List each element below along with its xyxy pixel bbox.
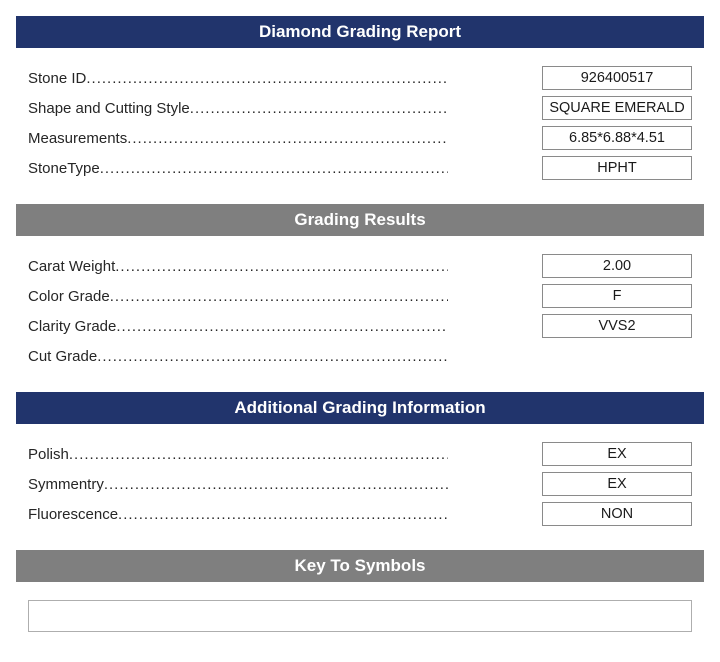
row-stone-type: StoneType HPHT xyxy=(28,156,692,180)
label-stone-id: Stone ID xyxy=(28,70,448,87)
label-polish: Polish xyxy=(28,446,448,463)
section-banner-grading: Grading Results xyxy=(16,204,704,236)
row-clarity-grade: Clarity Grade VVS2 xyxy=(28,314,692,338)
value-stone-id: 926400517 xyxy=(542,66,692,90)
label-stone-type: StoneType xyxy=(28,160,448,177)
label-carat-weight: Carat Weight xyxy=(28,258,448,275)
label-shape-cutting: Shape and Cutting Style xyxy=(28,100,448,117)
symbols-box xyxy=(28,600,692,632)
label-symmetry: Symmentry xyxy=(28,476,448,493)
row-fluorescence: Fluorescence NON xyxy=(28,502,692,526)
row-symmetry: Symmentry EX xyxy=(28,472,692,496)
value-measurements: 6.85*6.88*4.51 xyxy=(542,126,692,150)
row-stone-id: Stone ID 926400517 xyxy=(28,66,692,90)
row-color-grade: Color Grade F xyxy=(28,284,692,308)
row-cut-grade: Cut Grade xyxy=(28,344,692,368)
row-carat-weight: Carat Weight 2.00 xyxy=(28,254,692,278)
value-shape-cutting: SQUARE EMERALD xyxy=(542,96,692,120)
label-clarity-grade: Clarity Grade xyxy=(28,318,448,335)
value-clarity-grade: VVS2 xyxy=(542,314,692,338)
row-polish: Polish EX xyxy=(28,442,692,466)
section-banner-symbols: Key To Symbols xyxy=(16,550,704,582)
row-measurements: Measurements 6.85*6.88*4.51 xyxy=(28,126,692,150)
value-carat-weight: 2.00 xyxy=(542,254,692,278)
label-cut-grade: Cut Grade xyxy=(28,348,448,365)
section-banner-additional: Additional Grading Information xyxy=(16,392,704,424)
label-fluorescence: Fluorescence xyxy=(28,506,448,523)
section-body-main: Stone ID 926400517 Shape and Cutting Sty… xyxy=(16,66,704,204)
value-color-grade: F xyxy=(542,284,692,308)
value-stone-type: HPHT xyxy=(542,156,692,180)
value-polish: EX xyxy=(542,442,692,466)
section-body-grading: Carat Weight 2.00 Color Grade F Clarity … xyxy=(16,254,704,392)
label-measurements: Measurements xyxy=(28,130,448,147)
value-cut-grade xyxy=(542,344,692,368)
row-shape-cutting: Shape and Cutting Style SQUARE EMERALD xyxy=(28,96,692,120)
value-symmetry: EX xyxy=(542,472,692,496)
section-body-additional: Polish EX Symmentry EX Fluorescence NON xyxy=(16,442,704,550)
value-fluorescence: NON xyxy=(542,502,692,526)
section-banner-main: Diamond Grading Report xyxy=(16,16,704,48)
label-color-grade: Color Grade xyxy=(28,288,448,305)
